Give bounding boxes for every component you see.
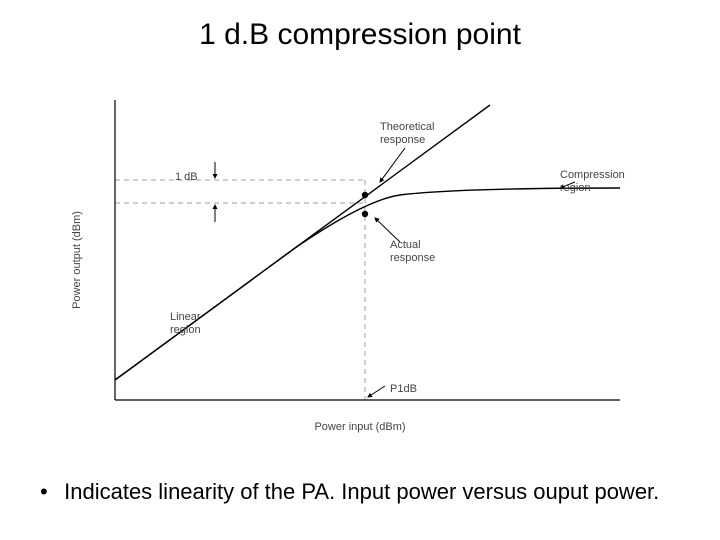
point-bottom bbox=[362, 211, 368, 217]
bullet-item: • Indicates linearity of the PA. Input p… bbox=[40, 478, 680, 506]
compression-label-l1: Compression bbox=[560, 169, 625, 181]
theoretical-label-l1: Theoretical bbox=[380, 121, 434, 133]
theoretical-label-l2: response bbox=[380, 134, 425, 146]
compression-label-l2: region bbox=[560, 182, 591, 194]
bullet-text: Indicates linearity of the PA. Input pow… bbox=[64, 478, 674, 506]
bullet-dot-icon: • bbox=[40, 478, 58, 506]
chart-svg: 1 dB Theoretical response Actual respons… bbox=[60, 90, 660, 450]
onedb-label: 1 dB bbox=[175, 171, 198, 183]
compression-chart: 1 dB Theoretical response Actual respons… bbox=[60, 90, 660, 450]
actual-label-l1: Actual bbox=[390, 239, 421, 251]
actual-label-l2: response bbox=[390, 252, 435, 264]
slide: 1 d.B compression point bbox=[0, 0, 720, 540]
point-top bbox=[362, 192, 368, 198]
p1db-arrow bbox=[368, 386, 385, 397]
slide-title: 1 d.B compression point bbox=[0, 18, 720, 52]
linear-label-l2: region bbox=[170, 324, 201, 336]
actual-curve bbox=[115, 188, 620, 380]
y-axis-label: Power output (dBm) bbox=[71, 211, 83, 309]
linear-label-l1: Linear bbox=[170, 311, 201, 323]
p1db-label: P1dB bbox=[390, 383, 417, 395]
x-axis-label: Power input (dBm) bbox=[314, 421, 405, 433]
